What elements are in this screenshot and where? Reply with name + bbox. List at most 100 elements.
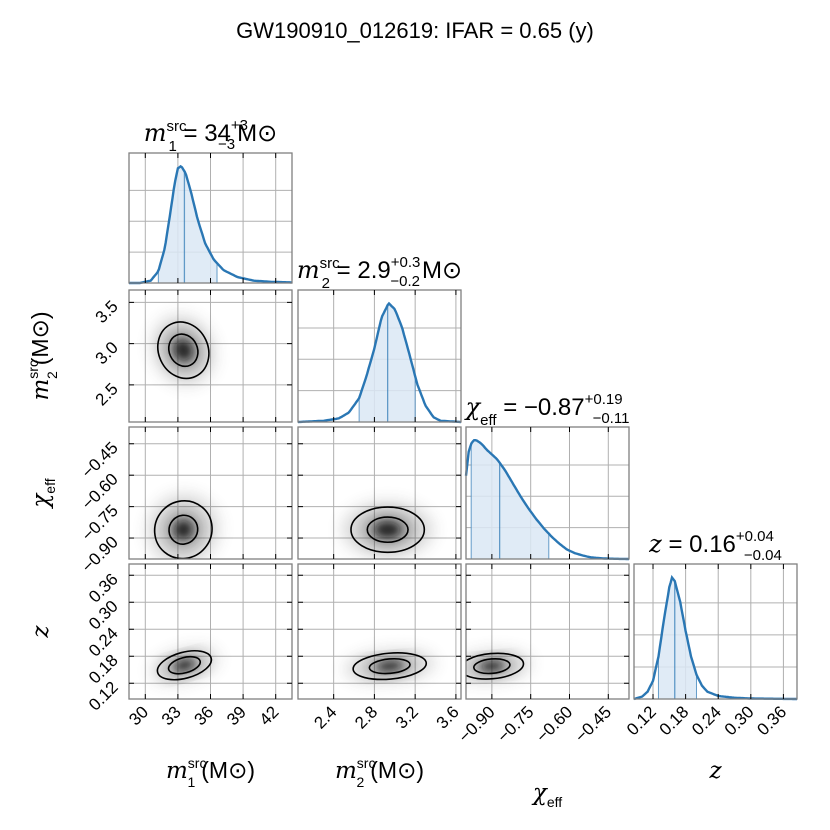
- axis-subscript: eff: [42, 478, 58, 493]
- x-axis-label: χeff: [531, 780, 562, 810]
- panel-content: [298, 564, 461, 699]
- axis-superscript: src: [25, 360, 41, 379]
- axis-unit: (M⊙): [201, 757, 255, 783]
- contour-90: [350, 506, 426, 554]
- corner-panels: msrc 1 = 34+3 −3M⊙msrc 2 = 2.9+0.3 −0.2M⊙χef…: [25, 117, 798, 810]
- x-tick-label: 39: [223, 702, 250, 729]
- summary-value: = 2.9: [330, 257, 391, 284]
- contour-90: [153, 500, 213, 559]
- x-tick-label: 0.36: [753, 702, 790, 739]
- axis-symbol: z: [708, 758, 722, 784]
- x-tick-label: 0.18: [656, 702, 693, 739]
- panel-m1-marginal: msrc 1 = 34+3 −3M⊙: [128, 117, 293, 285]
- summary-unit: M⊙: [237, 120, 277, 147]
- panel-m1-vs-z: [128, 563, 293, 700]
- panel-content: [129, 290, 292, 422]
- summary-label-m1: msrc 1 = 34+3 −3M⊙: [144, 117, 277, 155]
- x-tick-label: 42: [256, 702, 283, 729]
- y-tick-label: 0.30: [85, 597, 122, 634]
- contour-90: [352, 652, 428, 681]
- axis-subscript: 1: [187, 774, 195, 790]
- panel-content: [129, 564, 292, 699]
- summary-plus: +0.19: [585, 391, 623, 408]
- summary-minus: −0.2: [390, 273, 420, 290]
- x-tick-label: 0.12: [623, 702, 660, 739]
- x-tick-label: −0.45: [571, 702, 615, 746]
- panel-frame: [633, 563, 798, 700]
- density-core: [174, 660, 194, 671]
- axis-symbol: m: [335, 758, 357, 784]
- y-tick-label: 0.24: [85, 624, 122, 661]
- y-tick-label: 2.5: [92, 379, 122, 409]
- density-core: [375, 522, 400, 538]
- contour-50: [473, 658, 511, 675]
- panel-m1-vs-chi_eff: [128, 426, 293, 560]
- panel-z-marginal: z = 0.16+0.04 −0.04: [633, 528, 798, 701]
- summary-subscript: eff: [480, 412, 497, 429]
- x-tick-label: 3.2: [392, 702, 422, 732]
- kde-line: [297, 301, 462, 424]
- panel-m2-vs-chi_eff: [297, 426, 462, 560]
- y-axis-m2: 2.5 3.0 3.5 msrc 2 (M⊙): [25, 297, 122, 410]
- x-tick-label: 0.30: [721, 702, 758, 739]
- summary-subscript: 1: [169, 138, 177, 155]
- panel-content: [466, 564, 629, 699]
- y-axis-z: 0.120.180.240.300.36z: [28, 570, 122, 715]
- summary-value: = 0.16: [662, 531, 736, 558]
- panel-frame: [297, 563, 462, 700]
- x-tick-label: −0.60: [532, 702, 576, 746]
- y-tick-label: 3.5: [92, 297, 122, 327]
- summary-label-z: z = 0.16+0.04 −0.04: [648, 528, 782, 564]
- contour-50: [168, 514, 199, 545]
- axis-symbol: z: [28, 625, 54, 639]
- summary-plus: +3: [231, 117, 248, 134]
- panel-m2-marginal: msrc 2 = 2.9+0.3 −0.2M⊙: [297, 254, 462, 424]
- x-tick-label: 3.6: [433, 702, 463, 732]
- summary-minus: −0.04: [744, 547, 782, 564]
- density-core: [377, 661, 402, 671]
- panel-m2-vs-z: [297, 563, 462, 700]
- panel-m1-vs-m2: [128, 289, 293, 423]
- panel-frame: [465, 563, 630, 700]
- x-tick-label: −0.75: [494, 702, 538, 746]
- y-tick-label: 0.18: [85, 651, 122, 688]
- kde-line: [129, 164, 292, 285]
- summary-plus: +0.04: [736, 528, 774, 545]
- axis-subscript: eff: [547, 794, 562, 810]
- x-axis-z: 0.120.180.240.300.36 z: [623, 702, 790, 784]
- axis-symbol: m: [166, 758, 188, 784]
- axis-subscript: 2: [44, 371, 60, 379]
- figure-title: GW190910_012619: IFAR = 0.65 (y): [236, 18, 594, 43]
- summary-superscript: src: [167, 118, 187, 135]
- density-core: [481, 661, 503, 671]
- axis-symbol: χ: [531, 780, 549, 806]
- summary-subscript: 2: [322, 275, 330, 292]
- kde-line: [464, 439, 629, 561]
- panel-content: [129, 427, 292, 559]
- panel-chi_eff-marginal: χeff = −0.87+0.19 −0.11: [464, 391, 630, 561]
- summary-superscript: src: [320, 255, 340, 272]
- panel-frame: [465, 426, 630, 560]
- summary-unit: M⊙: [422, 257, 462, 284]
- y-tick-label: 0.12: [85, 678, 122, 715]
- summary-symbol: m: [297, 256, 320, 284]
- x-axis-m2: 2.4 2.8 3.2 3.6 msrc 2 (M⊙): [310, 702, 462, 790]
- x-tick-label: 2.8: [351, 702, 381, 732]
- axis-subscript: 2: [356, 774, 364, 790]
- summary-symbol: m: [144, 119, 167, 147]
- contour-90: [157, 321, 210, 380]
- y-axis-label: χeff: [28, 478, 58, 509]
- x-tick-label: 36: [191, 702, 218, 729]
- y-tick-label: 3.0: [92, 338, 122, 368]
- x-tick-label: 0.24: [688, 702, 725, 739]
- axis-unit: (M⊙): [27, 311, 53, 365]
- axis-symbol: χ: [28, 492, 54, 510]
- x-axis-m1: 30 33 36 39 42 msrc 1 (M⊙): [125, 702, 282, 790]
- x-tick-label: 33: [158, 702, 185, 729]
- contour-90: [156, 649, 213, 681]
- contour-90: [466, 652, 525, 680]
- density-core: [174, 340, 193, 360]
- panel-chi_eff-vs-z: [465, 563, 630, 700]
- summary-minus: −3: [218, 136, 235, 153]
